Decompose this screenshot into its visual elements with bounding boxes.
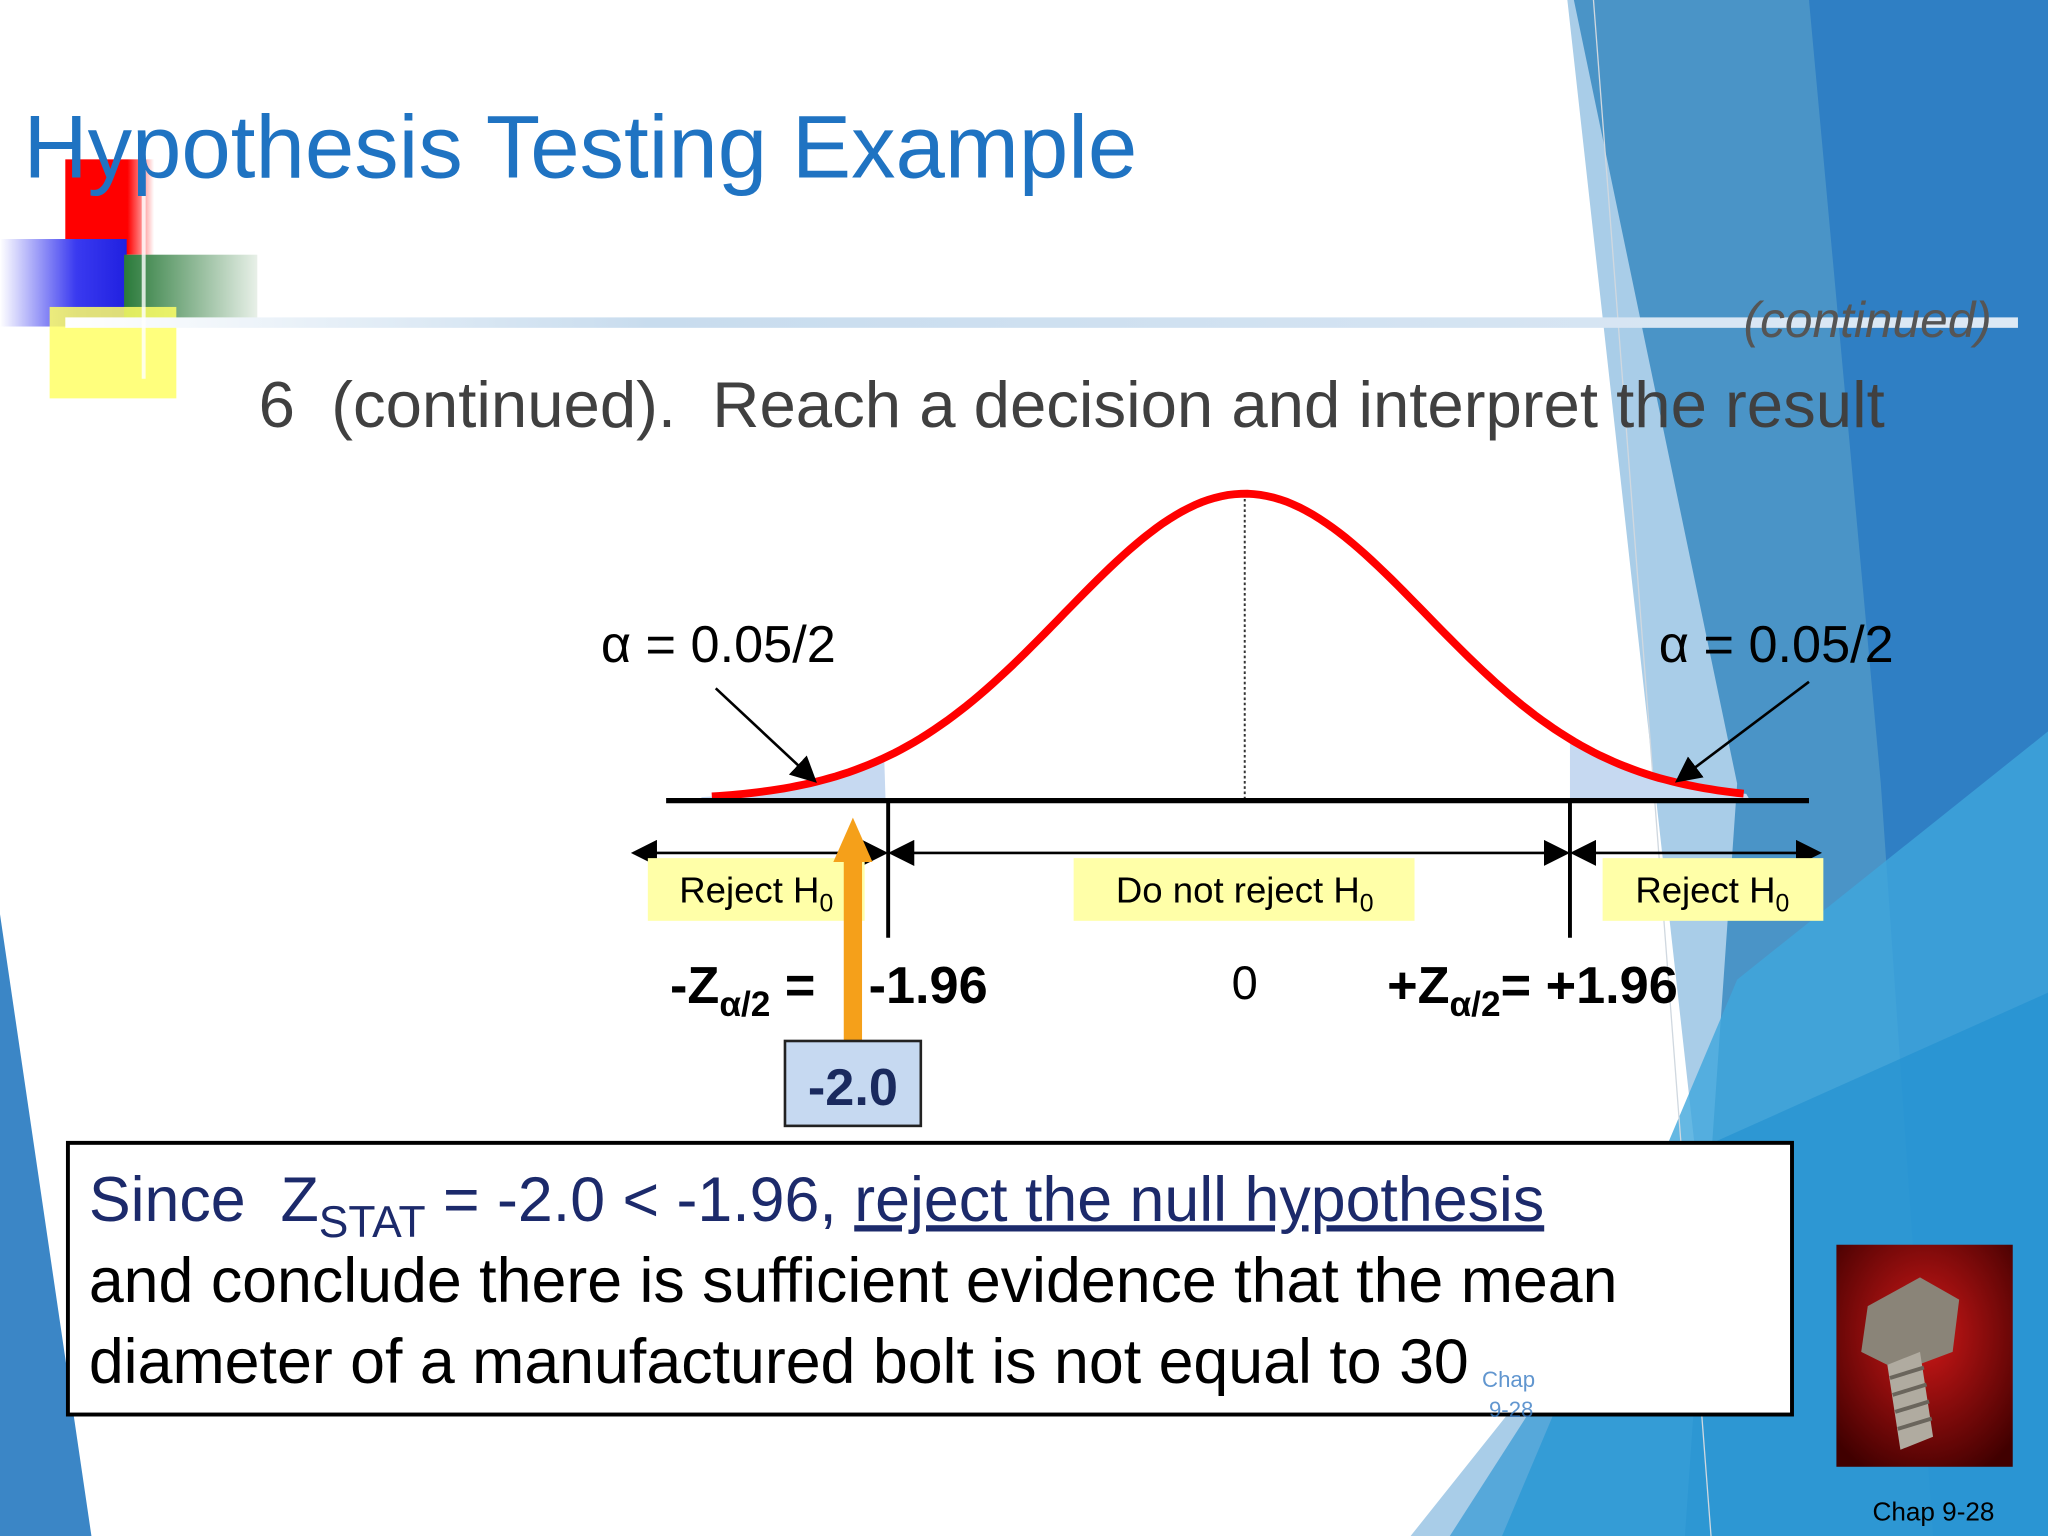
- region-box: [647, 858, 865, 921]
- subtitle: 6 (continued). Reach a decision and inte…: [259, 368, 1885, 441]
- tail-shade: [701, 757, 886, 801]
- conclusion-text: Since Z: [89, 1165, 319, 1235]
- normal-curve: [711, 489, 1745, 801]
- watermark: 9-28: [1489, 1397, 1533, 1422]
- alpha-label: α = 0.05/2: [1659, 616, 1894, 674]
- conclusion-emphasis: reject the null hypothesis: [854, 1165, 1544, 1235]
- equals: =: [770, 957, 830, 1015]
- critical-value: = +1.96: [1501, 957, 1678, 1015]
- region-text: Reject H: [679, 870, 819, 911]
- critical-value: -1.96: [869, 957, 988, 1015]
- critical-right: +Zα/2= +1.96: [1387, 957, 1678, 1024]
- subscript: 0: [1776, 891, 1790, 918]
- conclusion-text: = -2.0 < -1.96,: [426, 1165, 855, 1235]
- center-value: 0: [1232, 956, 1258, 1009]
- region-label: Reject H0: [1635, 870, 1789, 918]
- test-stat: -2.0: [808, 1059, 898, 1117]
- conclusion-line: Since ZSTAT = -2.0 < -1.96, reject the n…: [89, 1165, 1544, 1247]
- pointer: [1674, 680, 1810, 783]
- page-number: Chap 9-28: [1873, 1496, 1995, 1526]
- alpha-label: α = 0.05/2: [601, 616, 836, 674]
- diagram: α = 0.05/2 α = 0.05/2 Reject H0 Do not r…: [601, 489, 1894, 1128]
- bolt-image: [1836, 1244, 2013, 1467]
- subscript: α/2: [719, 985, 770, 1024]
- test-arrow-shaft: [843, 855, 863, 1041]
- pointer: [714, 687, 817, 783]
- region-label: Do not reject H0: [1116, 870, 1374, 918]
- title-decoration: [0, 156, 2018, 399]
- subscript: α/2: [1450, 985, 1501, 1024]
- title: Hypothesis Testing Example: [24, 98, 1138, 197]
- z-symbol: +Z: [1387, 957, 1449, 1015]
- conclusion-line: diameter of a manufactured bolt is not e…: [89, 1327, 1469, 1397]
- region-box: [1602, 858, 1824, 921]
- test-stat-box: [783, 1039, 923, 1128]
- conclusion-line: and conclude there is sufficient evidenc…: [89, 1246, 1618, 1316]
- conclusion-box: [65, 1140, 1794, 1417]
- test-arrow-head: [833, 817, 873, 863]
- region-label: Reject H0: [679, 870, 833, 918]
- continued: (continued): [1744, 292, 1992, 348]
- subscript: STAT: [319, 1198, 426, 1247]
- critical-left: -Zα/2 =: [670, 957, 830, 1024]
- region-box: [1073, 858, 1415, 921]
- tail-shade: [1569, 739, 1751, 801]
- subscript: 0: [819, 891, 833, 918]
- watermark: Chap: [1482, 1367, 1535, 1392]
- subscript: 0: [1360, 891, 1374, 918]
- region-text: Do not reject H: [1116, 870, 1360, 911]
- region-text: Reject H: [1635, 870, 1775, 911]
- z-symbol: -Z: [670, 957, 719, 1015]
